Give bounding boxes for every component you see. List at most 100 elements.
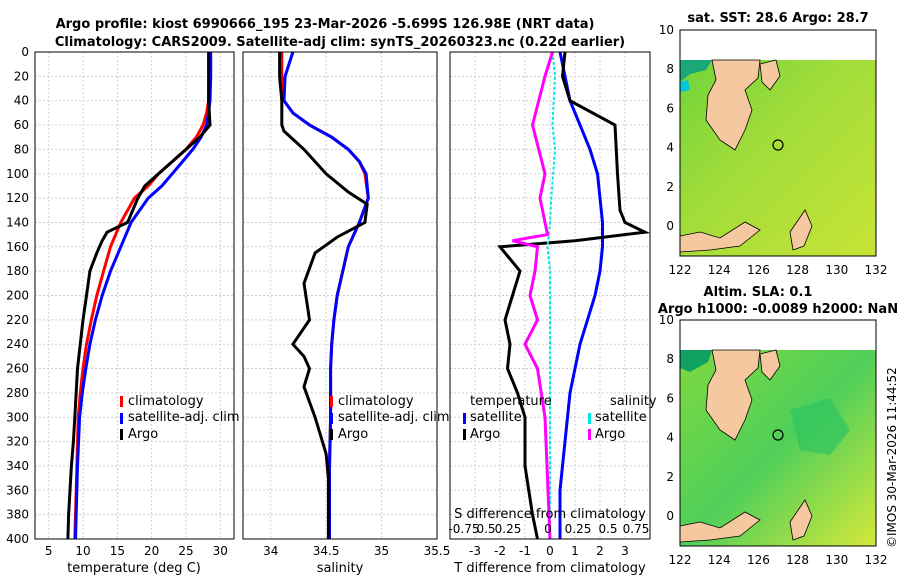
sst-cool-patch (680, 60, 712, 82)
series-line-t-argo (497, 51, 651, 540)
legend-swatch-satellite (120, 413, 123, 424)
x2-tick-label: 0 (544, 522, 552, 536)
sla-eddy (790, 398, 850, 455)
legend-satellite: satellite-adj. clim (128, 410, 240, 425)
legend-swatch-argo (330, 429, 333, 440)
x2-tick-label: 0.25 (565, 522, 592, 536)
map-x-tick-label: 126 (747, 553, 770, 567)
sst-land-south (679, 221, 761, 253)
x-tick-label: 35 (374, 544, 389, 558)
difference-xlabel: T difference from climatology (453, 561, 646, 576)
map-x-tick-label: 132 (865, 553, 888, 567)
series-line-s-satellite (546, 51, 557, 539)
y-tick-label: 0 (21, 45, 29, 59)
sst-land-halmahera (789, 209, 813, 251)
map-x-tick-label: 132 (865, 263, 888, 277)
map-y-tick-label: 10 (659, 313, 674, 327)
map-x-tick-label: 128 (786, 553, 809, 567)
y-tick-label: 200 (6, 289, 29, 303)
series-line-t-satellite (558, 51, 604, 539)
y-tick-label: 320 (6, 435, 29, 449)
series-line-satellite-adj-clim (282, 51, 370, 539)
x-tick-label: -1 (519, 544, 531, 558)
y-tick-label: 180 (6, 264, 29, 278)
legend-argo: Argo (128, 427, 158, 442)
sla-land-south (679, 511, 761, 543)
x-tick-label: 1 (571, 544, 579, 558)
x-tick-label: 30 (213, 544, 228, 558)
y-tick-label: 80 (14, 142, 29, 156)
y-tick-label: 100 (6, 167, 29, 181)
x2-tick-label: 0.5 (476, 522, 495, 536)
series-line-climatology (73, 51, 212, 540)
series-line-s-argo (512, 51, 554, 540)
sst-map-title: sat. SST: 28.6 Argo: 28.7 (687, 11, 868, 26)
salinity-xlabel: salinity (317, 561, 364, 576)
y-tick-label: 160 (6, 240, 29, 254)
temperature-xlabel: temperature (deg C) (67, 561, 201, 576)
y-tick-label: 60 (14, 118, 29, 132)
sla-land-island (759, 349, 781, 381)
sst-field (680, 60, 876, 256)
y-tick-label: 40 (14, 94, 29, 108)
x2-tick-label: -0.75 (448, 522, 479, 536)
x-tick-label: 0 (546, 544, 554, 558)
legend-swatch-s-argo (588, 429, 591, 440)
legend-swatch-s-satellite (588, 413, 591, 424)
map-x-tick-label: 124 (708, 553, 731, 567)
map-x-tick-label: 124 (708, 263, 731, 277)
x2-tick-label: 0.5 (598, 522, 617, 536)
legend-t-argo: Argo (470, 427, 500, 442)
legend-swatch-t-satellite (463, 413, 466, 424)
y-tick-label: 20 (14, 69, 29, 83)
sla-map-title-line1: Altim. SLA: 0.1 (704, 285, 813, 300)
temperature-legend: climatology satellite-adj. clim Argo (120, 394, 240, 442)
series-line-argo (66, 52, 212, 540)
legend-swatch-t-argo (463, 429, 466, 440)
x-tick-label: 10 (75, 544, 90, 558)
salinity-panel: 34 34.5 35 35.5 salinity climatology satell… (242, 51, 451, 576)
x2-tick-label: 0.25 (495, 522, 522, 536)
x2-tick-label: 0.75 (623, 522, 650, 536)
map-y-tick-label: 2 (666, 470, 674, 484)
x-tick-label: 34 (263, 544, 278, 558)
sst-argo-marker (772, 139, 784, 151)
map-y-tick-label: 0 (666, 509, 674, 523)
difference-legend: temperature satellite Argo salinity sate… (463, 394, 657, 442)
map-x-tick-label: 130 (825, 553, 848, 567)
map-y-tick-label: 6 (666, 391, 674, 405)
y-tick-label: 140 (6, 215, 29, 229)
temperature-panel: 0 20 40 60 80 100 120 140 160 180 200 220 240 260 280 3… (6, 45, 240, 576)
y-tick-label: 120 (6, 191, 29, 205)
sst-cyan-patch (680, 80, 690, 92)
map-y-tick-label: 4 (666, 141, 674, 155)
sla-map-title-line2: Argo h1000: -0.0089 h2000: NaN (658, 302, 898, 317)
y-tick-label: 400 (6, 532, 29, 546)
x-tick-label: 3 (621, 544, 629, 558)
legend-swatch-satellite (330, 413, 333, 424)
sla-land-mindanao (705, 349, 761, 441)
title-line2: Climatology: CARS2009. Satellite-adj cli… (55, 35, 625, 50)
y-tick-label: 240 (6, 337, 29, 351)
difference-panel: -3 -2 -1 0 1 2 3 T difference from climatology… (448, 51, 657, 576)
sla-argo-marker (772, 429, 784, 441)
x-tick-label: 15 (110, 544, 125, 558)
x-tick-label: 35.5 (424, 544, 451, 558)
y-tick-label: 380 (6, 508, 29, 522)
y-tick-label: 300 (6, 410, 29, 424)
map-x-tick-label: 130 (825, 263, 848, 277)
legend-satellite: satellite-adj. clim (338, 410, 450, 425)
legend-title-temperature: temperature (470, 394, 552, 409)
legend-climatology: climatology (338, 394, 414, 409)
legend-title-salinity: salinity (610, 394, 657, 409)
x-tick-label: 2 (596, 544, 604, 558)
x-tick-label: 5 (45, 544, 53, 558)
title-line1: Argo profile: kiost 6990666_195 23-Mar-2… (56, 17, 595, 32)
legend-swatch-climatology (120, 396, 123, 407)
legend-climatology: climatology (128, 394, 204, 409)
legend-s-argo: Argo (595, 427, 625, 442)
y-tick-label: 220 (6, 313, 29, 327)
map-y-tick-label: 2 (666, 180, 674, 194)
legend-swatch-climatology (330, 396, 333, 407)
